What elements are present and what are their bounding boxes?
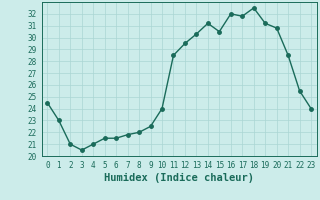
X-axis label: Humidex (Indice chaleur): Humidex (Indice chaleur): [104, 173, 254, 183]
